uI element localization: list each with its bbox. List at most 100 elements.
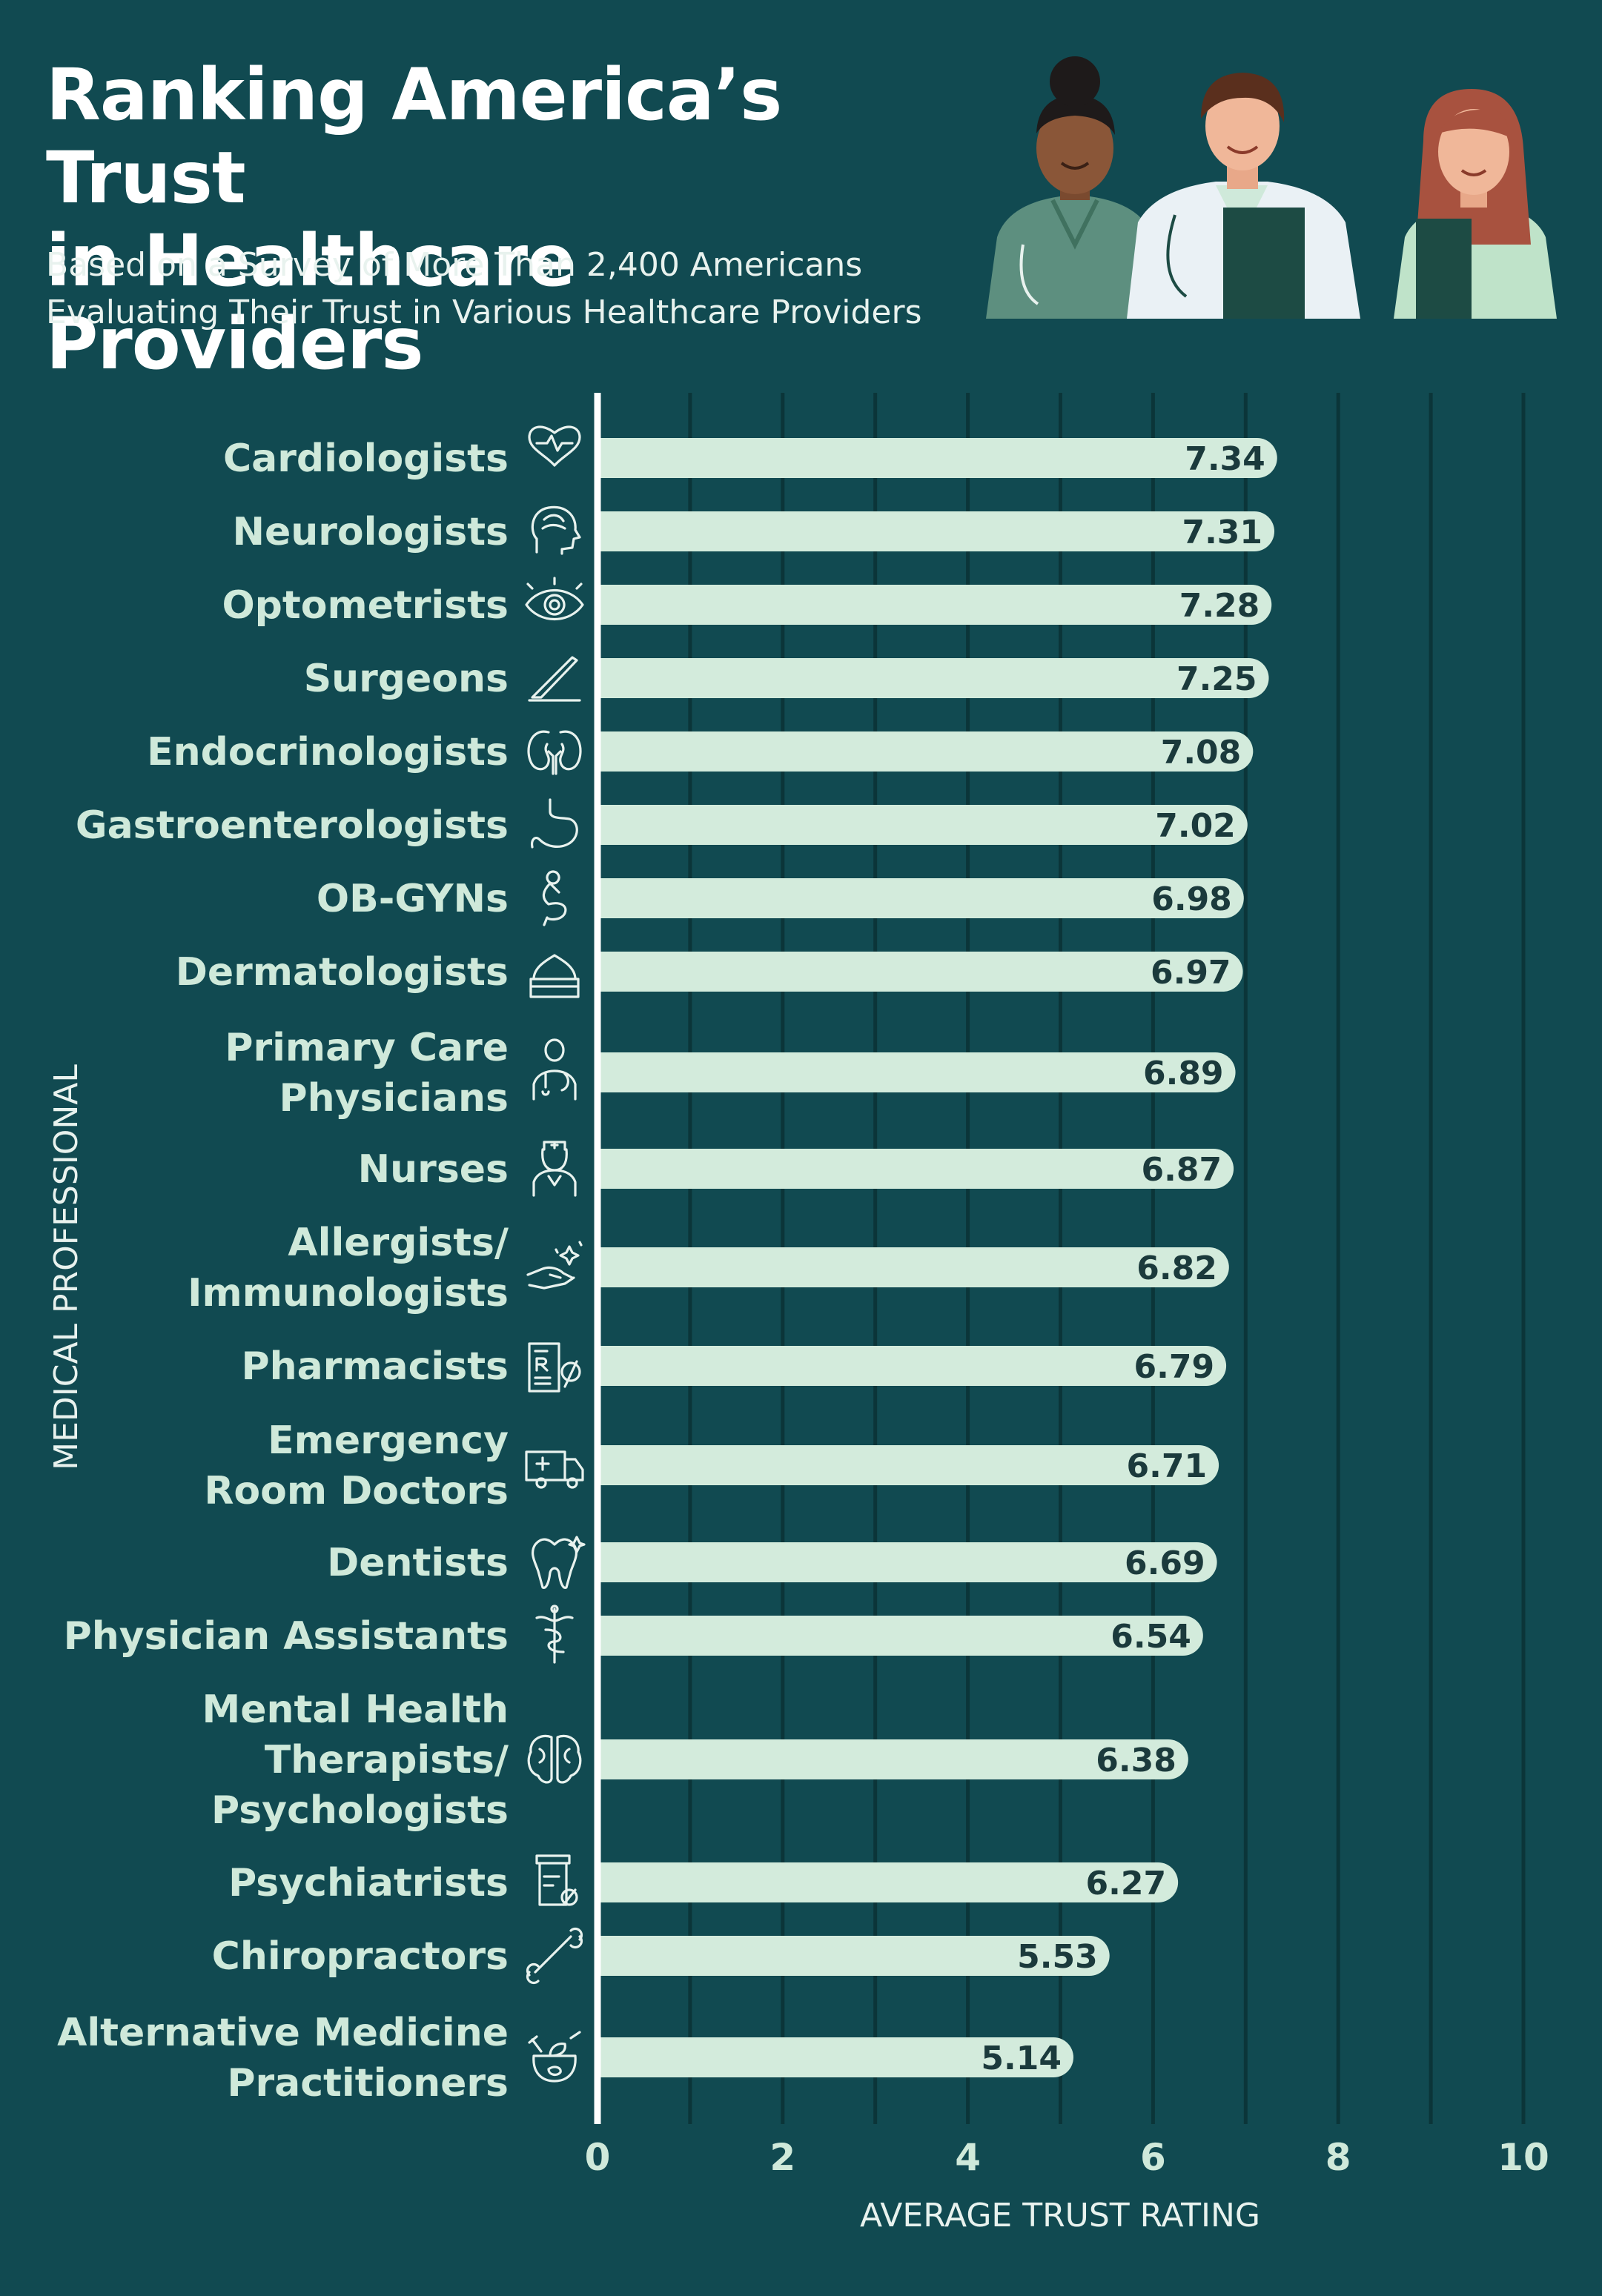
scalpel-icon-shape xyxy=(528,656,581,702)
value-label-ob-gyns: 6.98 xyxy=(1151,880,1232,918)
value-label-surgeons: 7.25 xyxy=(1176,660,1257,698)
category-labels: Cardiologists Neurologists Optometrists Sur… xyxy=(57,437,509,2106)
category-label-primary-care-physicians: Primary Care Physicians xyxy=(225,1026,509,1121)
bar-gastroenterologists xyxy=(598,805,1248,845)
scalpel-icon xyxy=(528,656,581,702)
bar-base-alternative-medicine-practitioners xyxy=(598,2037,638,2077)
stomach-icon xyxy=(531,798,578,849)
bar-dermatologists xyxy=(598,952,1243,992)
value-label-dermatologists: 6.97 xyxy=(1151,954,1231,992)
worker-right-illustration xyxy=(1394,89,1557,319)
bar-cardiologists xyxy=(598,438,1277,478)
page-subtitle: Based on a Survey of More Than 2,400 Ame… xyxy=(46,242,1025,336)
kidneys-icon-shape xyxy=(527,730,582,775)
category-label-line: Room Doctors xyxy=(204,1469,509,1513)
value-label-allergists-immunologists: 6.82 xyxy=(1136,1250,1217,1287)
x-tick-labels: 0 2 4 6 8 10 xyxy=(585,2136,1549,2179)
category-label-line: Endocrinologists xyxy=(147,730,509,774)
healthcare-workers-illustration xyxy=(986,56,1557,319)
caduceus-icon xyxy=(535,1605,574,1664)
nurse-icon xyxy=(532,1141,577,1197)
bar-base-dermatologists xyxy=(598,952,638,992)
title-line-1: Ranking America’s Trust xyxy=(46,53,782,219)
value-label-gastroenterologists: 7.02 xyxy=(1155,807,1236,845)
bar-base-endocrinologists xyxy=(598,731,638,772)
category-label-line: Nurses xyxy=(358,1147,509,1192)
category-label-dentists: Dentists xyxy=(327,1541,509,1585)
category-label-line: Cardiologists xyxy=(223,437,509,481)
category-label-ob-gyns: OB-GYNs xyxy=(317,877,509,921)
category-label-nurses: Nurses xyxy=(358,1147,509,1192)
category-label-line: Psychiatrists xyxy=(228,1861,509,1905)
value-label-nurses: 6.87 xyxy=(1142,1151,1222,1189)
bar-endocrinologists xyxy=(598,731,1254,772)
category-label-line: Chiropractors xyxy=(212,1934,509,1979)
value-label-neurologists: 7.31 xyxy=(1182,514,1262,551)
bar-base-dentists xyxy=(598,1542,638,1582)
category-label-surgeons: Surgeons xyxy=(304,657,509,701)
category-icons xyxy=(525,425,586,2083)
category-label-line: OB-GYNs xyxy=(317,877,509,921)
category-label-line: Neurologists xyxy=(232,510,509,554)
category-label-line: Physicians xyxy=(279,1076,509,1121)
category-label-dermatologists: Dermatologists xyxy=(176,950,509,995)
bar-optometrists xyxy=(598,585,1272,625)
tooth-icon xyxy=(532,1536,586,1589)
category-label-optometrists: Optometrists xyxy=(222,583,509,628)
tooth-icon-shape xyxy=(532,1536,586,1589)
category-label-mental-health-therapists-psychologists: Mental Health Therapists/Psychologists xyxy=(202,1688,509,1833)
prescription-pills-icon-shape xyxy=(528,1342,581,1393)
value-label-pharmacists: 6.79 xyxy=(1134,1348,1215,1386)
pill-bottle-icon xyxy=(535,1854,578,1906)
brain-icon-shape xyxy=(527,1734,582,1784)
x-tick-10: 10 xyxy=(1497,2136,1549,2179)
nurse-icon-shape xyxy=(532,1141,577,1197)
category-label-alternative-medicine-practitioners: Alternative Medicine Practitioners xyxy=(57,2011,509,2106)
bar-nurses xyxy=(598,1149,1234,1189)
bar-alternative-medicine-practitioners xyxy=(598,2037,1073,2077)
category-label-line: Practitioners xyxy=(227,2061,509,2106)
category-label-line: Gastroenterologists xyxy=(76,803,509,848)
category-label-line: Mental Health xyxy=(202,1688,509,1732)
bar-allergists-immunologists xyxy=(598,1247,1229,1287)
category-label-gastroenterologists: Gastroenterologists xyxy=(76,803,509,848)
bar-emergency-room-doctors xyxy=(598,1445,1219,1485)
ambulance-icon-shape xyxy=(525,1450,584,1489)
bar-chiropractors xyxy=(598,1936,1110,1976)
bar-base-physician-assistants xyxy=(598,1616,638,1656)
category-label-neurologists: Neurologists xyxy=(232,510,509,554)
hand-sparkle-icon xyxy=(526,1241,583,1290)
value-label-psychiatrists: 6.27 xyxy=(1086,1865,1167,1902)
heart-pulse-icon xyxy=(528,425,581,467)
prescription-pills-icon xyxy=(528,1342,581,1393)
bar-base-emergency-room-doctors xyxy=(598,1445,638,1485)
category-label-line: Alternative Medicine xyxy=(57,2011,509,2055)
y-axis-title: MEDICAL PROFESSIONAL xyxy=(47,1064,85,1470)
worker-center-illustration xyxy=(1127,73,1360,319)
herbal-pot-icon-shape xyxy=(528,2031,581,2083)
bars xyxy=(598,438,1277,2077)
bar-base-mental-health-therapists-psychologists xyxy=(598,1739,638,1779)
category-label-line: Emergency xyxy=(268,1419,509,1463)
subtitle-line-1: Based on a Survey of More Than 2,400 Ame… xyxy=(46,246,863,284)
category-label-line: Allergists/ xyxy=(288,1221,509,1265)
value-label-mental-health-therapists-psychologists: 6.38 xyxy=(1096,1742,1176,1779)
bar-mental-health-therapists-psychologists xyxy=(598,1739,1188,1779)
category-label-line: Immunologists xyxy=(188,1271,509,1315)
bar-pharmacists xyxy=(598,1346,1227,1386)
bar-base-neurologists xyxy=(598,511,638,551)
doctor-icon-shape xyxy=(532,1038,577,1101)
category-label-line: Surgeons xyxy=(304,657,509,701)
x-tick-0: 0 xyxy=(585,2136,611,2179)
bar-neurologists xyxy=(598,511,1275,551)
bar-base-surgeons xyxy=(598,658,638,698)
ambulance-icon xyxy=(525,1450,584,1489)
eye-icon xyxy=(525,577,584,620)
bar-ob-gyns xyxy=(598,878,1244,918)
doctor-icon xyxy=(532,1038,577,1101)
value-label-endocrinologists: 7.08 xyxy=(1161,734,1242,772)
category-label-line: Optometrists xyxy=(222,583,509,628)
category-label-cardiologists: Cardiologists xyxy=(223,437,509,481)
